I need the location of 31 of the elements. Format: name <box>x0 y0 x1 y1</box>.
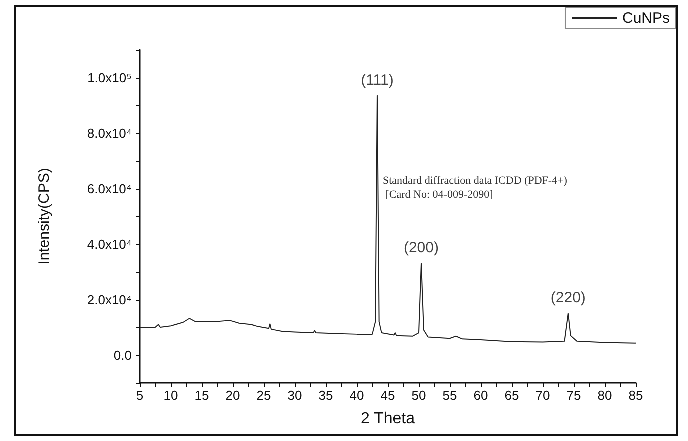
y-tick-label: 8.0x10⁴ <box>87 126 132 141</box>
x-tick-label: 20 <box>226 388 240 403</box>
x-tick-label: 60 <box>474 388 488 403</box>
x-axis-title: 2 Theta <box>361 410 416 428</box>
line-series <box>140 95 636 344</box>
y-tick-label: 6.0x10⁴ <box>87 181 132 196</box>
legend-label: CuNPs <box>622 10 670 27</box>
annotation: (111) <box>361 72 394 89</box>
annotation: Standard diffraction data ICDD (PDF-4+) [Card No: 04-009-2090] <box>383 175 568 201</box>
x-tick-label: 30 <box>288 388 302 403</box>
x-tick-label: 50 <box>412 388 426 403</box>
x-tick-label: 5 <box>136 388 144 403</box>
x-tick-label: 15 <box>194 388 210 403</box>
x-tick-label: 45 <box>380 388 396 403</box>
x-tick-label: 10 <box>164 388 178 403</box>
x-tick-label: 35 <box>318 388 334 403</box>
x-tick-label: 25 <box>256 388 272 403</box>
x-tick-label: 70 <box>536 388 550 403</box>
y-axis-title: Intensity(CPS) <box>36 168 53 265</box>
y-tick-label: 4.0x10⁴ <box>87 236 132 252</box>
x-tick-label: 65 <box>504 388 520 403</box>
x-tick-label: 75 <box>566 388 582 403</box>
annotation: (200) <box>404 240 439 257</box>
y-tick-label: 2.0x10⁴ <box>87 292 132 308</box>
x-tick-label: 40 <box>350 388 364 403</box>
y-tick-label: 0.0 <box>114 348 132 363</box>
x-tick-label: 80 <box>598 388 612 403</box>
x-tick-label: 85 <box>628 388 644 403</box>
x-tick-label: 55 <box>442 388 458 403</box>
y-tick-label: 1.0x10⁵ <box>88 70 132 86</box>
annotation: (220) <box>550 290 586 307</box>
